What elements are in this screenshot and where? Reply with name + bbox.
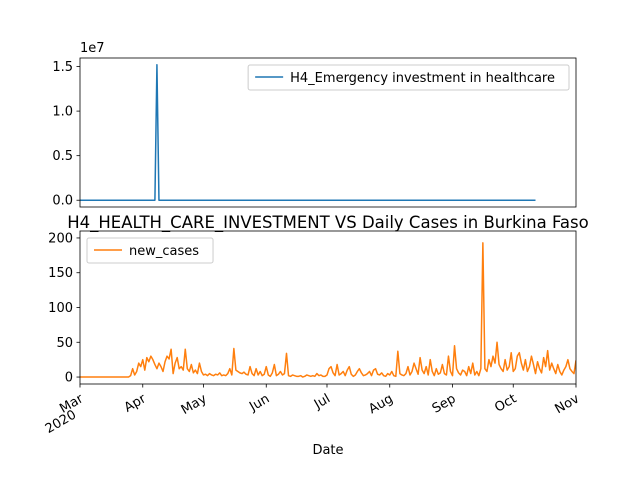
y-tick-label: 200 [48, 231, 73, 246]
data-line [80, 242, 576, 378]
plot-area [80, 242, 576, 378]
plot-area [80, 64, 536, 201]
axes-frame [79, 230, 577, 385]
y-tick-label: 1.5 [52, 60, 73, 75]
y-tick-label: 50 [56, 336, 73, 351]
x-tick-label: Jul [311, 391, 333, 412]
legend-box [247, 64, 570, 91]
offset-text: 1e7 [80, 41, 105, 56]
legend-label: H4_Emergency investment in healthcare [290, 71, 555, 86]
axes-frame [79, 57, 577, 208]
legend-box [86, 237, 214, 264]
y-tick-label: 0.5 [52, 149, 73, 164]
data-line [80, 64, 536, 201]
y-tick-label: 150 [48, 266, 73, 281]
legend-label: new_cases [129, 244, 199, 259]
y-tick-label: 100 [48, 301, 73, 316]
x-axis-label: Date [312, 443, 343, 458]
y-tick-label: 0.0 [52, 194, 73, 209]
y-tick-label: 0 [65, 371, 73, 386]
y-tick-label: 1.0 [52, 105, 73, 120]
chart-title: H4_HEALTH_CARE_INVESTMENT VS Daily Cases… [67, 213, 588, 233]
